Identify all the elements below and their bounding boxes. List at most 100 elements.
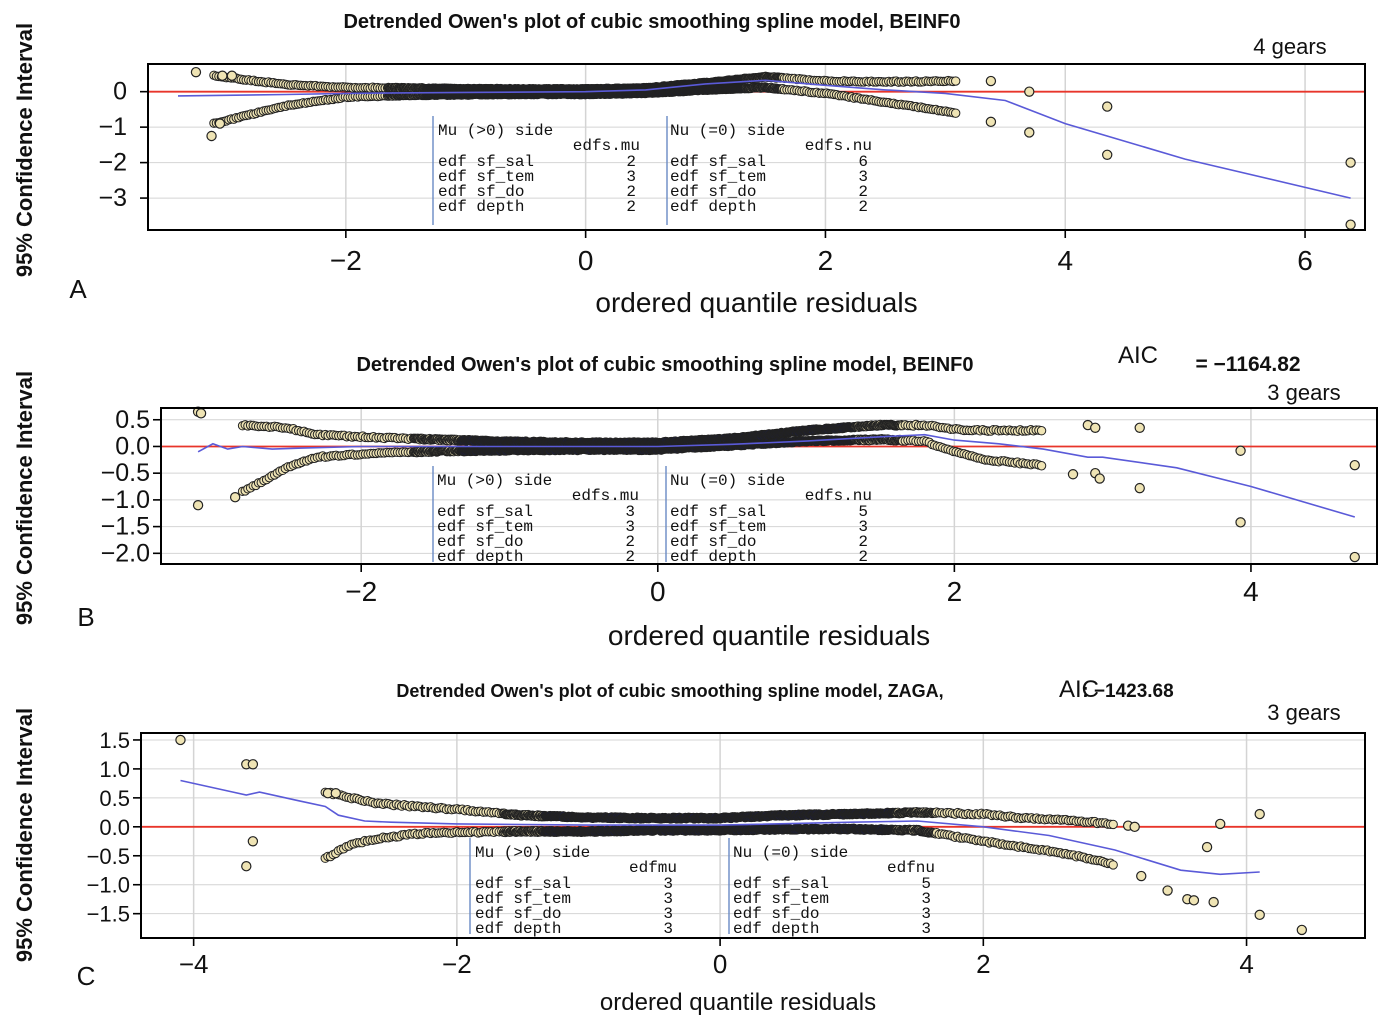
edf-term: edf sf_sal (438, 153, 534, 171)
y-tick-label: 1.0 (99, 757, 130, 782)
outlier-point (247, 759, 259, 770)
outlier-point (1349, 551, 1360, 563)
y-axis-label: 95% Confidence Interval (12, 23, 37, 277)
y-tick-label: −1.5 (87, 902, 130, 927)
y-tick-label: −0.5 (87, 844, 130, 869)
nu-column-header: edfs.nu (805, 137, 872, 155)
y-tick-label: −1.0 (87, 873, 130, 898)
outlier-point (229, 492, 241, 503)
edf-term: edf sf_do (438, 183, 524, 201)
edf-term: edf sf_sal (437, 503, 533, 521)
outlier-point (985, 75, 997, 87)
x-tick-label: 4 (1239, 949, 1253, 979)
x-tick-label: 2 (976, 949, 990, 979)
edf-term: edf depth (670, 548, 756, 566)
outlier-point (1201, 841, 1213, 853)
edf-value: 3 (858, 518, 868, 536)
edf-value: 2 (625, 533, 635, 551)
aic-value: = −1164.82 (1195, 353, 1300, 376)
outlier-point (1345, 157, 1356, 168)
mu-side-header: Mu (>0) side (475, 844, 590, 862)
y-tick-label: −2 (98, 149, 127, 177)
plot-frame (147, 63, 1366, 231)
panel-letter: C (77, 961, 96, 991)
gears-label: 3 gears (1267, 380, 1340, 405)
edf-term: edf sf_tem (437, 518, 533, 536)
edf-value: 2 (626, 153, 636, 171)
y-tick-label: 0.0 (115, 432, 150, 460)
x-tick-label: −4 (179, 949, 209, 979)
edf-term: edf depth (438, 198, 524, 216)
outlier-point (1188, 895, 1200, 906)
outlier-point (1134, 422, 1145, 433)
y-tick-label: 0.5 (99, 786, 130, 811)
edf-value: 3 (663, 920, 673, 938)
x-tick-label: −2 (345, 576, 377, 607)
outlier-point (217, 70, 228, 81)
band-point (950, 108, 961, 118)
y-tick-label: 0 (113, 78, 127, 106)
outlier-point (1094, 473, 1105, 484)
edf-value: 6 (858, 153, 868, 171)
x-tick-label: 0 (650, 576, 666, 607)
edf-value: 2 (858, 533, 868, 551)
y-axis-label: 95% Confidence Interval (12, 371, 37, 625)
outlier-point (206, 130, 217, 142)
outlier-point (1254, 909, 1265, 921)
edf-value: 3 (921, 920, 931, 938)
outlier-point (1235, 517, 1246, 528)
outlier-point (241, 860, 252, 872)
panel-a: Detrended Owen's plot of cubic smoothing… (12, 11, 1366, 318)
chart-title: Detrended Owen's plot of cubic smoothing… (343, 11, 960, 33)
outlier-point (1090, 422, 1101, 433)
edf-term: edf sf_do (670, 183, 756, 201)
chart-title: Detrended Owen's plot of cubic smoothing… (356, 354, 973, 376)
nu-side-header: Nu (=0) side (670, 122, 785, 140)
nu-side-header: Nu (=0) side (733, 844, 848, 862)
x-axis-label: ordered quantile residuals (595, 287, 917, 318)
plot-frame (160, 407, 1378, 565)
y-axis-label: 95% Confidence Interval (12, 708, 37, 962)
x-tick-label: 2 (818, 245, 834, 276)
y-tick-label: −1 (98, 113, 127, 141)
x-axis-label: ordered quantile residuals (600, 989, 876, 1016)
y-tick-label: −2.0 (101, 539, 150, 567)
edf-term: edf sf_tem (438, 168, 534, 186)
outlier-point (1349, 459, 1360, 471)
edf-term: edf sf_sal (670, 503, 766, 521)
outlier-point (192, 500, 204, 511)
edf-term: edf sf_do (437, 533, 523, 551)
outlier-point (226, 70, 238, 81)
aic-value: : −1423.68 (1082, 681, 1173, 702)
edf-value: 2 (626, 183, 636, 201)
panel-letter: B (77, 602, 94, 632)
outlier-point (1136, 870, 1147, 882)
outlier-point (1102, 101, 1113, 112)
edf-value: 3 (625, 503, 635, 521)
outlier-point (1129, 821, 1140, 833)
edf-value: 2 (858, 548, 868, 566)
edf-term: edf depth (437, 548, 523, 566)
x-tick-label: 4 (1057, 245, 1073, 276)
band-point (950, 76, 961, 86)
outlier-point (1024, 127, 1035, 138)
edf-legend: Mu (>0) side edfs.mu edf sf_sal 3 edf sf_tem… (432, 466, 872, 566)
x-axis-label: ordered quantile residuals (608, 620, 930, 651)
y-tick-label: −3 (98, 184, 127, 212)
edf-value: 2 (625, 548, 635, 566)
panel-b: Detrended Owen's plot of cubic smoothing… (12, 342, 1378, 651)
outlier-point (330, 788, 341, 799)
outlier-point (1134, 482, 1145, 494)
chart-title: Detrended Owen's plot of cubic smoothing… (396, 681, 943, 701)
gears-label: 4 gears (1253, 34, 1326, 59)
outlier-point (1162, 885, 1173, 896)
edf-legend: Mu (>0) side edfs.mu edf sf_sal 2 edf sf_tem… (432, 116, 872, 225)
outlier-point (1296, 924, 1308, 936)
nu-side-header: Nu (=0) side (670, 472, 785, 490)
outlier-point (985, 116, 997, 128)
edf-term: edf sf_do (670, 533, 756, 551)
edf-term: edf depth (475, 920, 561, 938)
x-tick-label: 6 (1297, 245, 1313, 276)
edf-value: 3 (625, 518, 635, 536)
